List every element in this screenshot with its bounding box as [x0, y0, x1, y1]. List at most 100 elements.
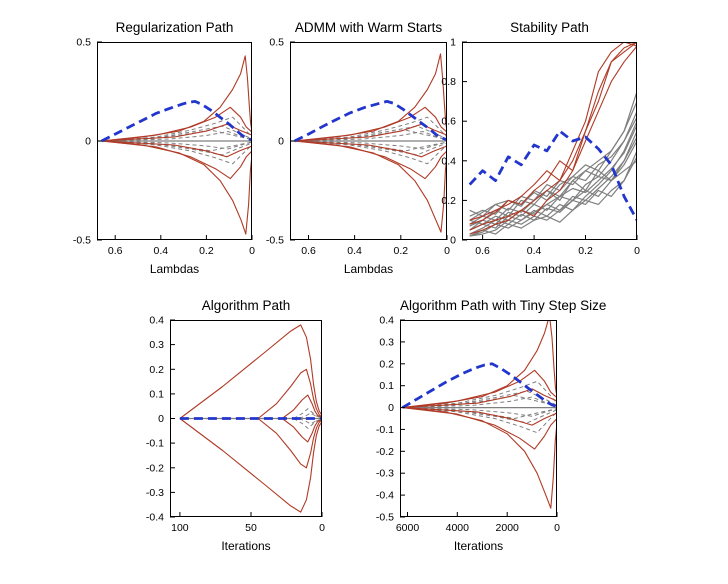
series-irrelevant-coef-6 — [294, 140, 447, 152]
plot-title: Algorithm Path — [201, 298, 291, 313]
plot-title: Regularization Path — [115, 20, 234, 35]
y-tick-label: 0 — [158, 413, 164, 425]
series-group — [468, 42, 637, 237]
series-relevant-prob-2 — [469, 42, 637, 221]
axes-box — [462, 42, 637, 240]
series-irrelevant-iter-8 — [402, 407, 557, 417]
series-group — [290, 53, 447, 233]
y-tick-label: -0.1 — [146, 438, 164, 450]
y-tick-label: -0.3 — [376, 468, 394, 480]
series-relevant-prob-4 — [469, 42, 637, 225]
series-relevant-iter-5 — [402, 388, 557, 409]
series-irrelevant-prob-12 — [469, 124, 637, 227]
y-tick-label: -0.4 — [146, 512, 164, 524]
series-relevant-coef-5 — [294, 123, 447, 142]
series-relevant-coef-4 — [101, 140, 252, 180]
series-irrelevant-coef-1 — [101, 116, 252, 142]
series-irrelevant-coef-4 — [294, 140, 447, 165]
series-relevant-iter-4 — [402, 407, 557, 450]
y-tick-label: -0.2 — [376, 446, 394, 458]
series-irrelevant-iter-6 — [402, 407, 557, 419]
series-relevant-coef-3 — [101, 140, 252, 235]
y-tick-label: -0.5 — [266, 235, 284, 247]
y-tick-label: 0.2 — [379, 358, 394, 370]
series-irrelevant-prob-2 — [469, 130, 637, 225]
series-relevant-iter-1 — [179, 324, 322, 419]
plot-title: Stability Path — [510, 20, 589, 35]
y-tick-label: 0.3 — [149, 339, 164, 351]
x-tick-label: 0.4 — [347, 245, 362, 257]
series-irrelevant-coef-7 — [294, 131, 447, 142]
x-tick-label: 6000 — [396, 522, 420, 534]
y-tick-label: -0.5 — [376, 512, 394, 524]
series-relevant-coef-2 — [101, 106, 252, 142]
series-irrelevant-iter-1 — [293, 408, 322, 419]
x-tick-label: 0.6 — [475, 245, 490, 257]
plot-xlabel: Lambdas — [524, 262, 575, 276]
series-relevant-coef-4 — [294, 140, 447, 180]
y-tick-label: -0.3 — [146, 487, 164, 499]
series-group — [179, 324, 322, 513]
series-irrelevant-iter-1 — [402, 380, 557, 409]
y-tick-label: 0.4 — [149, 315, 164, 327]
series-highlighted-iter — [401, 362, 557, 409]
plot-axes-admm-warm-starts: 0.6 0.4 0.2 0 0.5 0 -0.5 — [266, 37, 450, 258]
series-relevant-prob-1 — [469, 42, 637, 231]
plot-title: ADMM with Warm Starts — [294, 20, 443, 35]
x-tick-label: 2000 — [496, 522, 520, 534]
x-tick-label: 0.6 — [301, 245, 316, 257]
series-irrelevant-coef-8 — [294, 140, 447, 150]
y-tick-label: 0 — [278, 136, 284, 148]
plot-algorithm-path: Algorithm Path 100 50 0 0.4 0.3 0.2 0.1 0 -0.1 -0… — [132, 296, 326, 559]
series-relevant-coef-1 — [294, 53, 447, 142]
plot-axes-algorithm-path-tiny-step: 6000 4000 2000 0 0.4 0.3 0.2 0.1 0 -0.1 -0.2 -0.3 -0… — [376, 315, 560, 535]
y-tick-label: 0.2 — [149, 364, 164, 376]
series-relevant-iter-3 — [402, 407, 557, 509]
plot-axes-algorithm-path: 100 50 0 0.4 0.3 0.2 0.1 0 -0.1 -0.2 -0.3 -0.4 — [146, 315, 325, 535]
y-tick-label: 0.4 — [441, 155, 456, 167]
series-irrelevant-coef-7 — [101, 131, 252, 142]
series-relevant-iter-1 — [402, 320, 557, 409]
plot-algorithm-path-tiny-step: Algorithm Path with Tiny Step Size 6000 4… — [362, 296, 607, 559]
series-relevant-coef-2 — [294, 106, 447, 142]
y-tick-label: 0.2 — [441, 195, 456, 207]
x-tick-label: 0.4 — [153, 245, 168, 257]
x-tick-label: 0.4 — [527, 245, 542, 257]
axes-box — [400, 320, 557, 517]
series-irrelevant-iter-3 — [402, 395, 557, 409]
plot-stability-path: Stability Path 0.6 0.4 0.2 0 0 0.2 0.4 0.6 0.8 1 … — [424, 18, 641, 282]
y-tick-label: 0 — [85, 136, 91, 148]
x-tick-label: 0.2 — [393, 245, 408, 257]
series-irrelevant-coef-8 — [101, 140, 252, 150]
y-tick-label: -0.5 — [73, 235, 91, 247]
x-tick-label: 0.2 — [199, 245, 214, 257]
y-tick-label: -0.4 — [376, 490, 394, 502]
series-relevant-iter-2 — [179, 418, 322, 513]
y-tick-label: 1 — [450, 37, 456, 49]
series-irrelevant-prob-1 — [469, 150, 637, 237]
series-irrelevant-prob-9 — [469, 136, 637, 231]
plot-axes-regularization-path: 0.6 0.4 0.2 0 0.5 0 -0.5 — [73, 37, 255, 258]
x-tick-label: 100 — [171, 522, 189, 534]
x-tick-label: 0 — [319, 522, 325, 534]
x-tick-label: 0.2 — [578, 245, 593, 257]
x-tick-label: 0 — [634, 245, 640, 257]
x-tick-label: 0 — [249, 245, 255, 257]
series-relevant-coef-6 — [294, 140, 447, 158]
plot-xlabel: Lambdas — [343, 262, 394, 276]
x-tick-label: 0 — [444, 245, 450, 257]
y-tick-label: 0.4 — [379, 315, 394, 327]
series-irrelevant-prob-8 — [469, 116, 637, 217]
series-irrelevant-coef-5 — [294, 140, 447, 156]
plot-title: Algorithm Path with Tiny Step Size — [400, 298, 607, 313]
series-irrelevant-prob-4 — [469, 101, 637, 217]
y-tick-label: 0.5 — [269, 37, 284, 49]
plot-admm-warm-starts: ADMM with Warm Starts 0.6 0.4 0.2 0 0.5 0 -0.5… — [252, 18, 451, 282]
series-irrelevant-prob-11 — [469, 156, 637, 237]
series-relevant-coef-1 — [101, 55, 252, 142]
series-relevant-iter-4 — [257, 418, 322, 469]
y-tick-label: -0.1 — [376, 424, 394, 436]
x-tick-label: 50 — [245, 522, 257, 534]
series-relevant-prob-3 — [469, 45, 637, 235]
series-relevant-coef-6 — [101, 140, 252, 158]
